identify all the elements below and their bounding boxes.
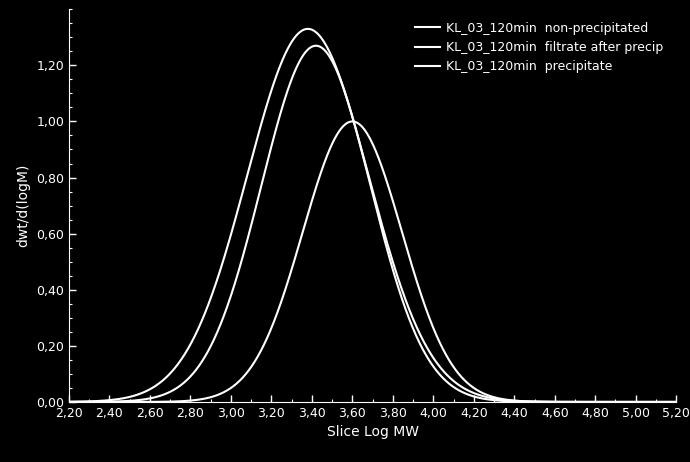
Legend: KL_03_120min  non-precipitated, KL_03_120min  filtrate after precip, KL_03_120mi: KL_03_120min non-precipitated, KL_03_120… [409, 16, 670, 79]
KL_03_120min  filtrate after precip [543, 399, 551, 405]
Y-axis label: dwt/d(logM): dwt/d(logM) [17, 164, 30, 247]
KL_03_120min  filtrate after precip [360, 159, 368, 165]
KL_03_120min  non-precipitated [304, 26, 312, 32]
KL_03_120min  filtrate after precip [344, 101, 353, 106]
KL_03_120min  precipitate [655, 399, 663, 405]
Line: KL_03_120min  filtrate after precip: KL_03_120min filtrate after precip [69, 46, 676, 402]
KL_03_120min  filtrate after precip [654, 399, 662, 405]
KL_03_120min  non-precipitated [654, 399, 662, 405]
KL_03_120min  non-precipitated [672, 399, 680, 405]
KL_03_120min  non-precipitated [344, 101, 353, 106]
KL_03_120min  non-precipitated [543, 399, 551, 405]
KL_03_120min  precipitate [360, 127, 368, 133]
KL_03_120min  filtrate after precip [672, 399, 680, 405]
KL_03_120min  precipitate [654, 399, 662, 405]
KL_03_120min  precipitate [344, 120, 353, 125]
KL_03_120min  filtrate after precip [655, 399, 663, 405]
Line: KL_03_120min  precipitate: KL_03_120min precipitate [69, 122, 676, 402]
KL_03_120min  precipitate [65, 399, 73, 405]
Line: KL_03_120min  non-precipitated: KL_03_120min non-precipitated [69, 29, 676, 402]
KL_03_120min  non-precipitated [96, 398, 104, 404]
KL_03_120min  filtrate after precip [312, 43, 320, 49]
KL_03_120min  precipitate [348, 119, 357, 124]
KL_03_120min  non-precipitated [360, 158, 368, 164]
KL_03_120min  precipitate [672, 399, 680, 405]
KL_03_120min  filtrate after precip [65, 399, 73, 405]
KL_03_120min  non-precipitated [655, 399, 663, 405]
KL_03_120min  filtrate after precip [96, 399, 104, 405]
KL_03_120min  precipitate [96, 399, 104, 405]
X-axis label: Slice Log MW: Slice Log MW [326, 426, 419, 439]
KL_03_120min  non-precipitated [65, 399, 73, 405]
KL_03_120min  precipitate [543, 399, 551, 405]
